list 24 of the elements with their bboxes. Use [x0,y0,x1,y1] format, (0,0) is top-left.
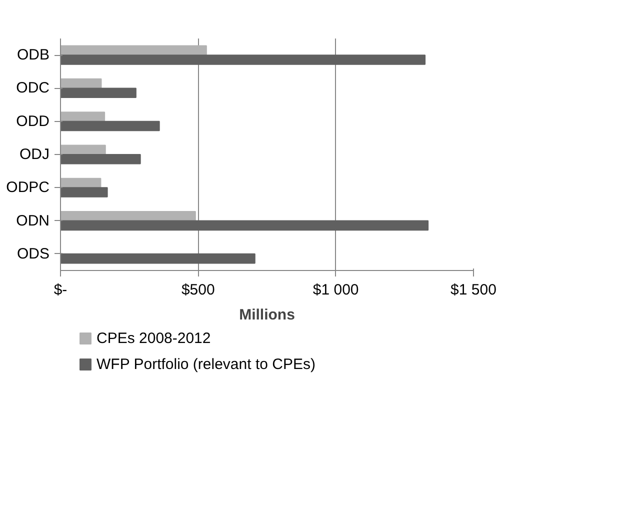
bar [60,154,141,164]
y-tick-label: ODPC [6,179,50,196]
bar [60,187,108,198]
bar [60,54,426,65]
legend-label: CPEs 2008-2012 [96,330,211,347]
x-tick-label: $500 [181,282,215,298]
bar [60,144,106,155]
x-tick-label: $1 500 [450,282,496,298]
y-tick-label: ODB [16,46,50,64]
bar [60,112,106,122]
bar [60,88,136,98]
bar [60,211,196,222]
x-tick-label: $1 000 [312,282,359,298]
bar [60,120,160,132]
x-tick-label: $- [54,282,68,298]
x-axis-title: Millions [239,306,295,324]
y-tick-label: ODS [16,245,50,262]
y-tick-label: ODN [16,212,50,230]
y-tick-label: ODC [16,80,50,97]
legend-label: WFP Portfolio (relevant to CPEs) [96,356,316,373]
y-tick-label: ODD [16,112,50,130]
bar [60,220,429,231]
bar [60,253,256,264]
y-tick-label: ODJ [20,146,50,163]
